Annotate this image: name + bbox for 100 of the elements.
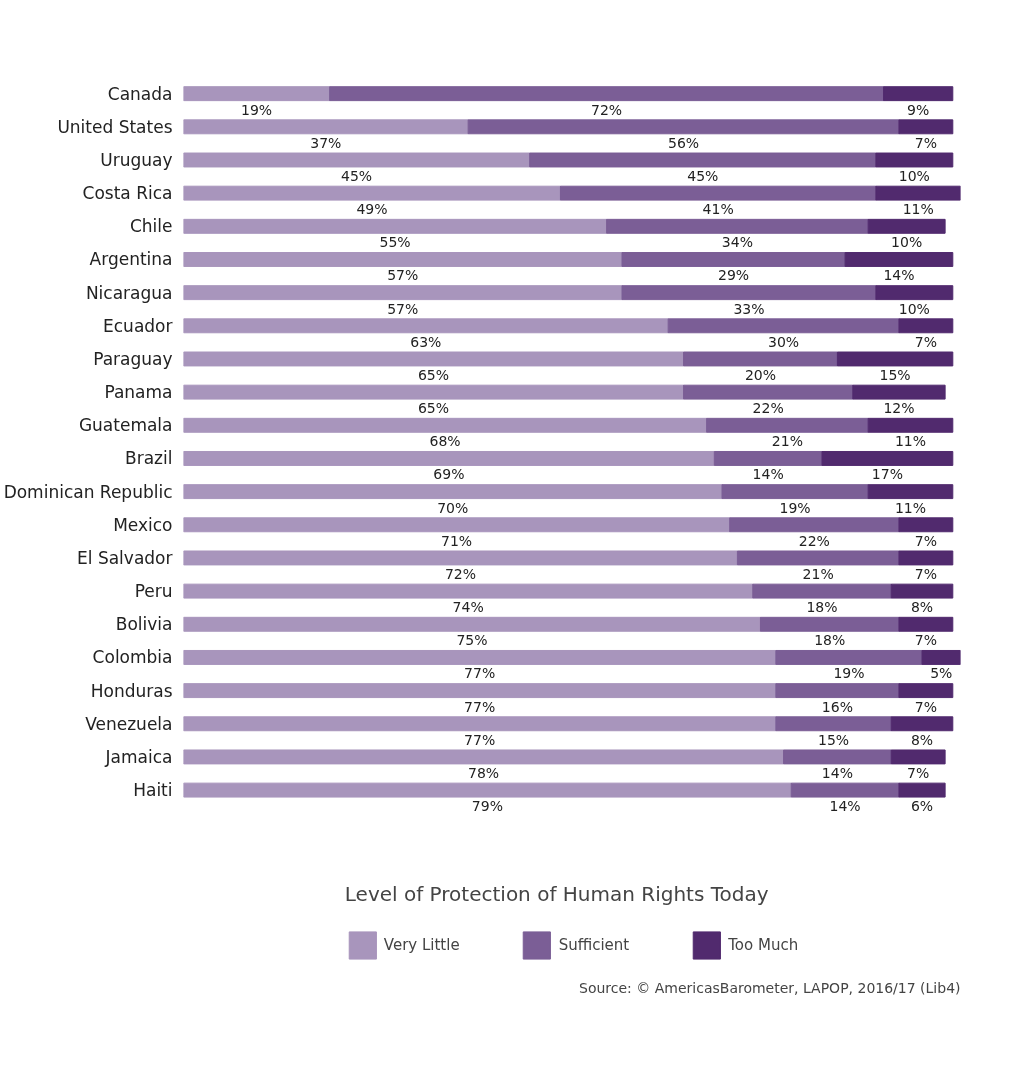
bar <box>183 285 623 301</box>
bar <box>183 451 715 466</box>
data-label: 72% <box>591 101 623 118</box>
y-tick-label: Costa Rica <box>82 183 173 204</box>
data-label: 65% <box>417 366 450 383</box>
bar <box>921 649 961 665</box>
y-tick-label: Dominican Republic <box>3 481 173 502</box>
data-label: 7% <box>914 565 937 582</box>
legend-label: Sufficient <box>558 936 630 954</box>
data-label: 21% <box>771 433 803 450</box>
y-tick-label: Brazil <box>125 448 173 469</box>
bar <box>183 749 785 765</box>
y-tick-label: Canada <box>107 83 173 104</box>
y-tick-label: Uruguay <box>100 149 173 170</box>
data-label: 22% <box>752 400 784 417</box>
bar <box>752 583 892 599</box>
legend-label: Too Much <box>728 936 799 954</box>
bar <box>183 616 761 632</box>
bar <box>706 417 869 433</box>
y-tick-label: Nicaragua <box>85 282 173 303</box>
bar <box>183 583 754 599</box>
legend-label: Very Little <box>383 936 460 954</box>
bar <box>844 252 954 267</box>
bar <box>890 749 946 765</box>
bar <box>821 451 954 466</box>
bar <box>559 185 877 201</box>
y-tick-label: Venezuela <box>85 713 173 734</box>
y-tick-label: Guatemala <box>78 415 173 436</box>
bar <box>783 749 892 765</box>
data-label: 79% <box>471 798 503 815</box>
bar <box>898 517 954 533</box>
data-label: 14% <box>821 764 853 781</box>
data-label: 74% <box>452 599 484 616</box>
y-tick-label: Haiti <box>133 780 173 801</box>
bar <box>183 716 777 732</box>
data-label: 33% <box>733 300 765 317</box>
bar <box>467 119 900 135</box>
bar <box>898 119 954 135</box>
y-tick-label: Panama <box>104 382 173 403</box>
bar <box>183 152 531 168</box>
bar <box>683 384 854 400</box>
bar <box>898 782 946 798</box>
data-label: 69% <box>433 466 465 483</box>
data-label: 6% <box>910 798 934 815</box>
data-label: 17% <box>871 466 903 483</box>
data-label: 72% <box>444 565 477 582</box>
bar <box>183 517 731 533</box>
bar <box>736 550 900 566</box>
bar <box>183 550 738 566</box>
y-tick-label: Ecuador <box>103 315 173 336</box>
data-label: 10% <box>891 234 923 251</box>
bar <box>867 218 946 234</box>
source-note: Source: © AmericasBarometer, LAPOP, 2016/17 (Lib4) <box>579 979 961 996</box>
bar <box>729 517 900 533</box>
bar <box>183 484 723 500</box>
bar <box>867 417 954 433</box>
bar <box>875 285 954 301</box>
data-label: 21% <box>802 565 834 582</box>
bar <box>183 782 792 798</box>
bar <box>875 185 961 201</box>
bar <box>775 683 900 699</box>
data-label: 19% <box>833 665 865 682</box>
bar <box>183 417 708 433</box>
data-label: 7% <box>914 698 937 715</box>
bar <box>875 152 954 168</box>
bar <box>759 616 900 632</box>
bar <box>890 716 954 732</box>
data-label: 9% <box>907 101 930 118</box>
y-tick-label: Peru <box>134 581 173 602</box>
y-tick-label: United States <box>57 116 173 137</box>
y-tick-label: Honduras <box>90 680 173 701</box>
bar <box>867 484 954 500</box>
bar <box>183 683 777 699</box>
data-label: 19% <box>241 101 273 118</box>
data-label: 75% <box>456 632 488 649</box>
data-label: 7% <box>907 764 930 781</box>
bar <box>183 384 685 400</box>
data-label: 63% <box>410 333 442 350</box>
y-tick-label: Colombia <box>92 647 173 668</box>
bar <box>890 583 954 599</box>
y-tick-label: Mexico <box>113 514 173 535</box>
bar <box>898 550 954 566</box>
data-label: 7% <box>914 134 937 151</box>
bar <box>790 782 900 798</box>
y-tick-label: Paraguay <box>93 348 173 369</box>
bar <box>713 451 823 466</box>
data-label: 8% <box>910 731 934 748</box>
data-label: 14% <box>883 267 915 284</box>
data-label: 15% <box>818 731 850 748</box>
bar <box>721 484 869 500</box>
data-label: 7% <box>914 333 937 350</box>
data-label: 57% <box>387 300 419 317</box>
bar <box>183 252 623 267</box>
data-label: 49% <box>356 201 388 218</box>
bar <box>183 318 669 334</box>
bar <box>775 716 892 732</box>
y-tick-label: El Salvador <box>77 547 173 568</box>
data-label: 55% <box>379 234 411 251</box>
data-label: 77% <box>464 665 496 682</box>
bar <box>621 252 846 267</box>
